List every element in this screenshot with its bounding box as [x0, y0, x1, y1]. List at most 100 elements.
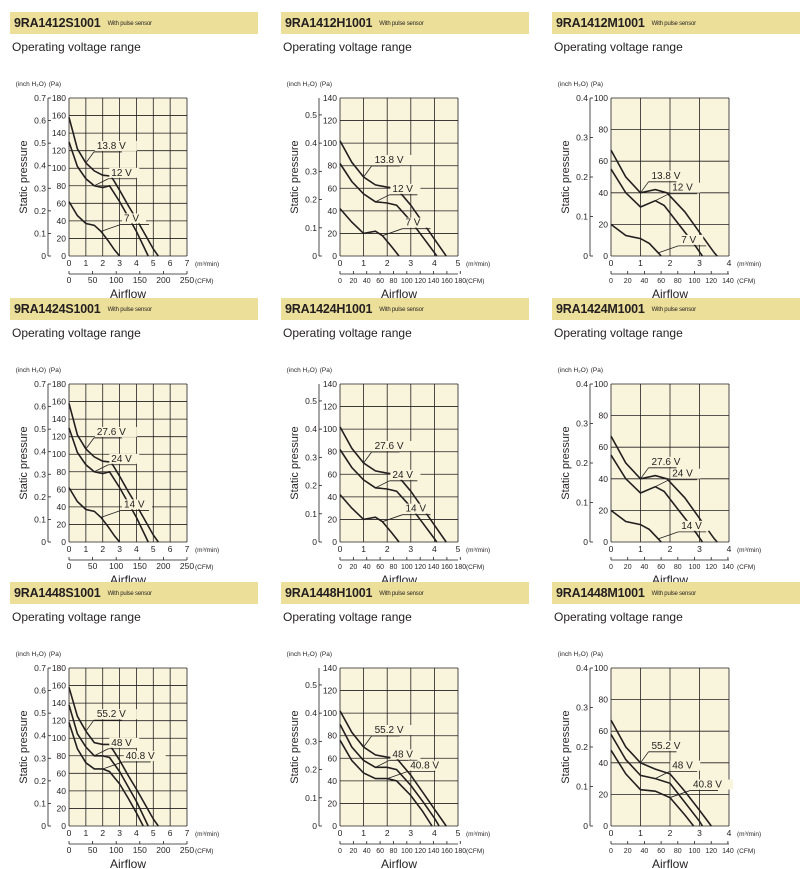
model-number: 9RA1424M1001 With pulse sensor	[556, 302, 696, 316]
y-tick-label-pa: 100	[323, 424, 337, 434]
x-unit-m3: (m³/min)	[737, 261, 761, 268]
x-tick-label-cfm: 250	[180, 845, 194, 855]
y-tick-label-pa: 60	[328, 469, 338, 479]
y-tick-label-inch: 0	[41, 537, 46, 547]
y-tick-label-inch: 0.2	[305, 765, 317, 775]
y-tick-label-inch: 0.2	[305, 195, 317, 205]
x-tick-label-cfm: 0	[609, 278, 613, 285]
y-tick-label-pa: 0	[61, 537, 66, 547]
y-tick-label-inch: 0.7	[34, 663, 46, 673]
x-tick-label-m3: 5	[456, 258, 461, 268]
x-tick-label-cfm: 0	[609, 848, 613, 855]
x-unit-cfm: (CFM)	[195, 278, 213, 285]
y-tick-label-inch: 0.5	[305, 396, 317, 406]
chart-panel: 9RA1424H1001 With pulse sensor Operating v…	[281, 298, 541, 587]
x-tick-label-m3: 3	[117, 258, 122, 268]
series-label: 27.6 V	[652, 457, 681, 468]
y-tick-label-inch: 0.2	[34, 206, 46, 216]
y-tick-label-inch: 0	[312, 821, 317, 831]
x-tick-label-m3: 0	[67, 544, 72, 554]
x-tick-label-cfm: 100	[401, 278, 413, 285]
x-tick-label-m3: 1	[638, 828, 643, 838]
x-tick-label-cfm: 180	[454, 848, 466, 855]
sensor-note: With pulse sensor	[107, 307, 152, 313]
x-tick-label-cfm: 140	[428, 564, 440, 571]
y-tick-label-pa: 100	[323, 138, 337, 148]
x-tick-label-cfm: 20	[349, 564, 357, 571]
x-axis-label: Airflow	[381, 857, 417, 869]
y-tick-label-inch: 0.3	[576, 703, 588, 713]
x-tick-label-m3: 0	[67, 828, 72, 838]
label-leader	[94, 748, 109, 757]
x-tick-label-cfm: 120	[414, 278, 426, 285]
label-backing	[122, 499, 153, 510]
y-tick-label-inch: 0.3	[305, 736, 317, 746]
y-tick-label-pa: 80	[328, 731, 338, 741]
y-tick-label-pa: 60	[328, 183, 338, 193]
y-tick-label-pa: 80	[599, 695, 609, 705]
y-tick-label-pa: 20	[599, 789, 609, 799]
x-tick-label-m3: 4	[432, 828, 437, 838]
y-tick-label-pa: 80	[57, 467, 67, 477]
series-label: 27.6 V	[97, 427, 126, 438]
x-tick-label-cfm: 150	[133, 845, 147, 855]
x-tick-label-cfm: 100	[689, 848, 701, 855]
x-tick-label-cfm: 40	[363, 564, 371, 571]
x-tick-label-m3: 2	[668, 828, 673, 838]
x-unit-m3: (m³/min)	[195, 547, 219, 554]
series-label: 7 V	[681, 235, 696, 246]
y-tick-label-inch: 0.2	[576, 172, 588, 182]
y-tick-label-inch: 0.5	[34, 424, 46, 434]
y-tick-label-pa: 0	[603, 251, 608, 261]
y-tick-label-pa: 40	[57, 502, 67, 512]
voltage-curve	[339, 208, 400, 257]
y-tick-label-inch: 0.3	[576, 133, 588, 143]
y-tick-label-inch: 0.4	[305, 708, 317, 718]
x-tick-label-cfm: 20	[349, 278, 357, 285]
chart-panel: 9RA1448H1001 With pulse sensor Operating v…	[281, 582, 541, 869]
sensor-note: With pulse sensor	[107, 591, 152, 597]
label-backing	[94, 426, 137, 437]
x-tick-label-cfm: 140	[428, 848, 440, 855]
y-tick-label-inch: 0.1	[576, 498, 588, 508]
x-tick-label-cfm: 120	[705, 278, 717, 285]
x-tick-label-cfm: 50	[88, 561, 98, 571]
series-label: 48 V	[392, 749, 413, 760]
x-tick-label-cfm: 100	[401, 848, 413, 855]
x-tick-label-cfm: 0	[67, 845, 72, 855]
y-tick-label-pa: 0	[603, 537, 608, 547]
label-backing	[649, 456, 692, 467]
x-tick-label-cfm: 40	[641, 278, 649, 285]
x-tick-label-m3: 0	[609, 544, 614, 554]
x-unit-m3: (m³/min)	[466, 547, 490, 554]
x-tick-label-m3: 0	[609, 828, 614, 838]
pq-curve-chart: 02040608010012014000.10.20.30.40.5(inch …	[287, 367, 491, 587]
x-tick-label-cfm: 40	[641, 564, 649, 571]
sensor-note: With pulse sensor	[379, 591, 424, 597]
series-label: 13.8 V	[375, 155, 404, 166]
x-tick-label-cfm: 180	[454, 564, 466, 571]
series-label: 40.8 V	[410, 761, 439, 772]
x-tick-label-cfm: 0	[338, 848, 342, 855]
x-tick-label-m3: 4	[134, 828, 139, 838]
y-tick-label-pa: 0	[332, 821, 337, 831]
sensor-note: With pulse sensor	[107, 21, 152, 27]
model-label: 9RA1424M1001	[556, 302, 645, 316]
x-tick-label-m3: 4	[432, 258, 437, 268]
x-tick-label-m3: 4	[727, 544, 732, 554]
x-tick-label-cfm: 120	[414, 564, 426, 571]
y-tick-label-inch: 0.7	[34, 379, 46, 389]
y-axis-label: Static pressure	[560, 426, 572, 499]
y-tick-label-pa: 100	[52, 449, 66, 459]
x-tick-label-m3: 4	[727, 258, 732, 268]
y-tick-label-pa: 140	[52, 698, 66, 708]
y-tick-label-pa: 60	[599, 156, 609, 166]
y-tick-label-inch: 0.4	[576, 663, 588, 673]
y-tick-label-inch: 0.3	[34, 753, 46, 763]
x-tick-label-cfm: 180	[454, 278, 466, 285]
y-tick-label-pa: 20	[328, 228, 338, 238]
y-tick-label-pa: 0	[332, 251, 337, 261]
x-tick-label-cfm: 40	[641, 848, 649, 855]
x-tick-label-cfm: 100	[401, 564, 413, 571]
y-tick-label-pa: 40	[599, 758, 609, 768]
